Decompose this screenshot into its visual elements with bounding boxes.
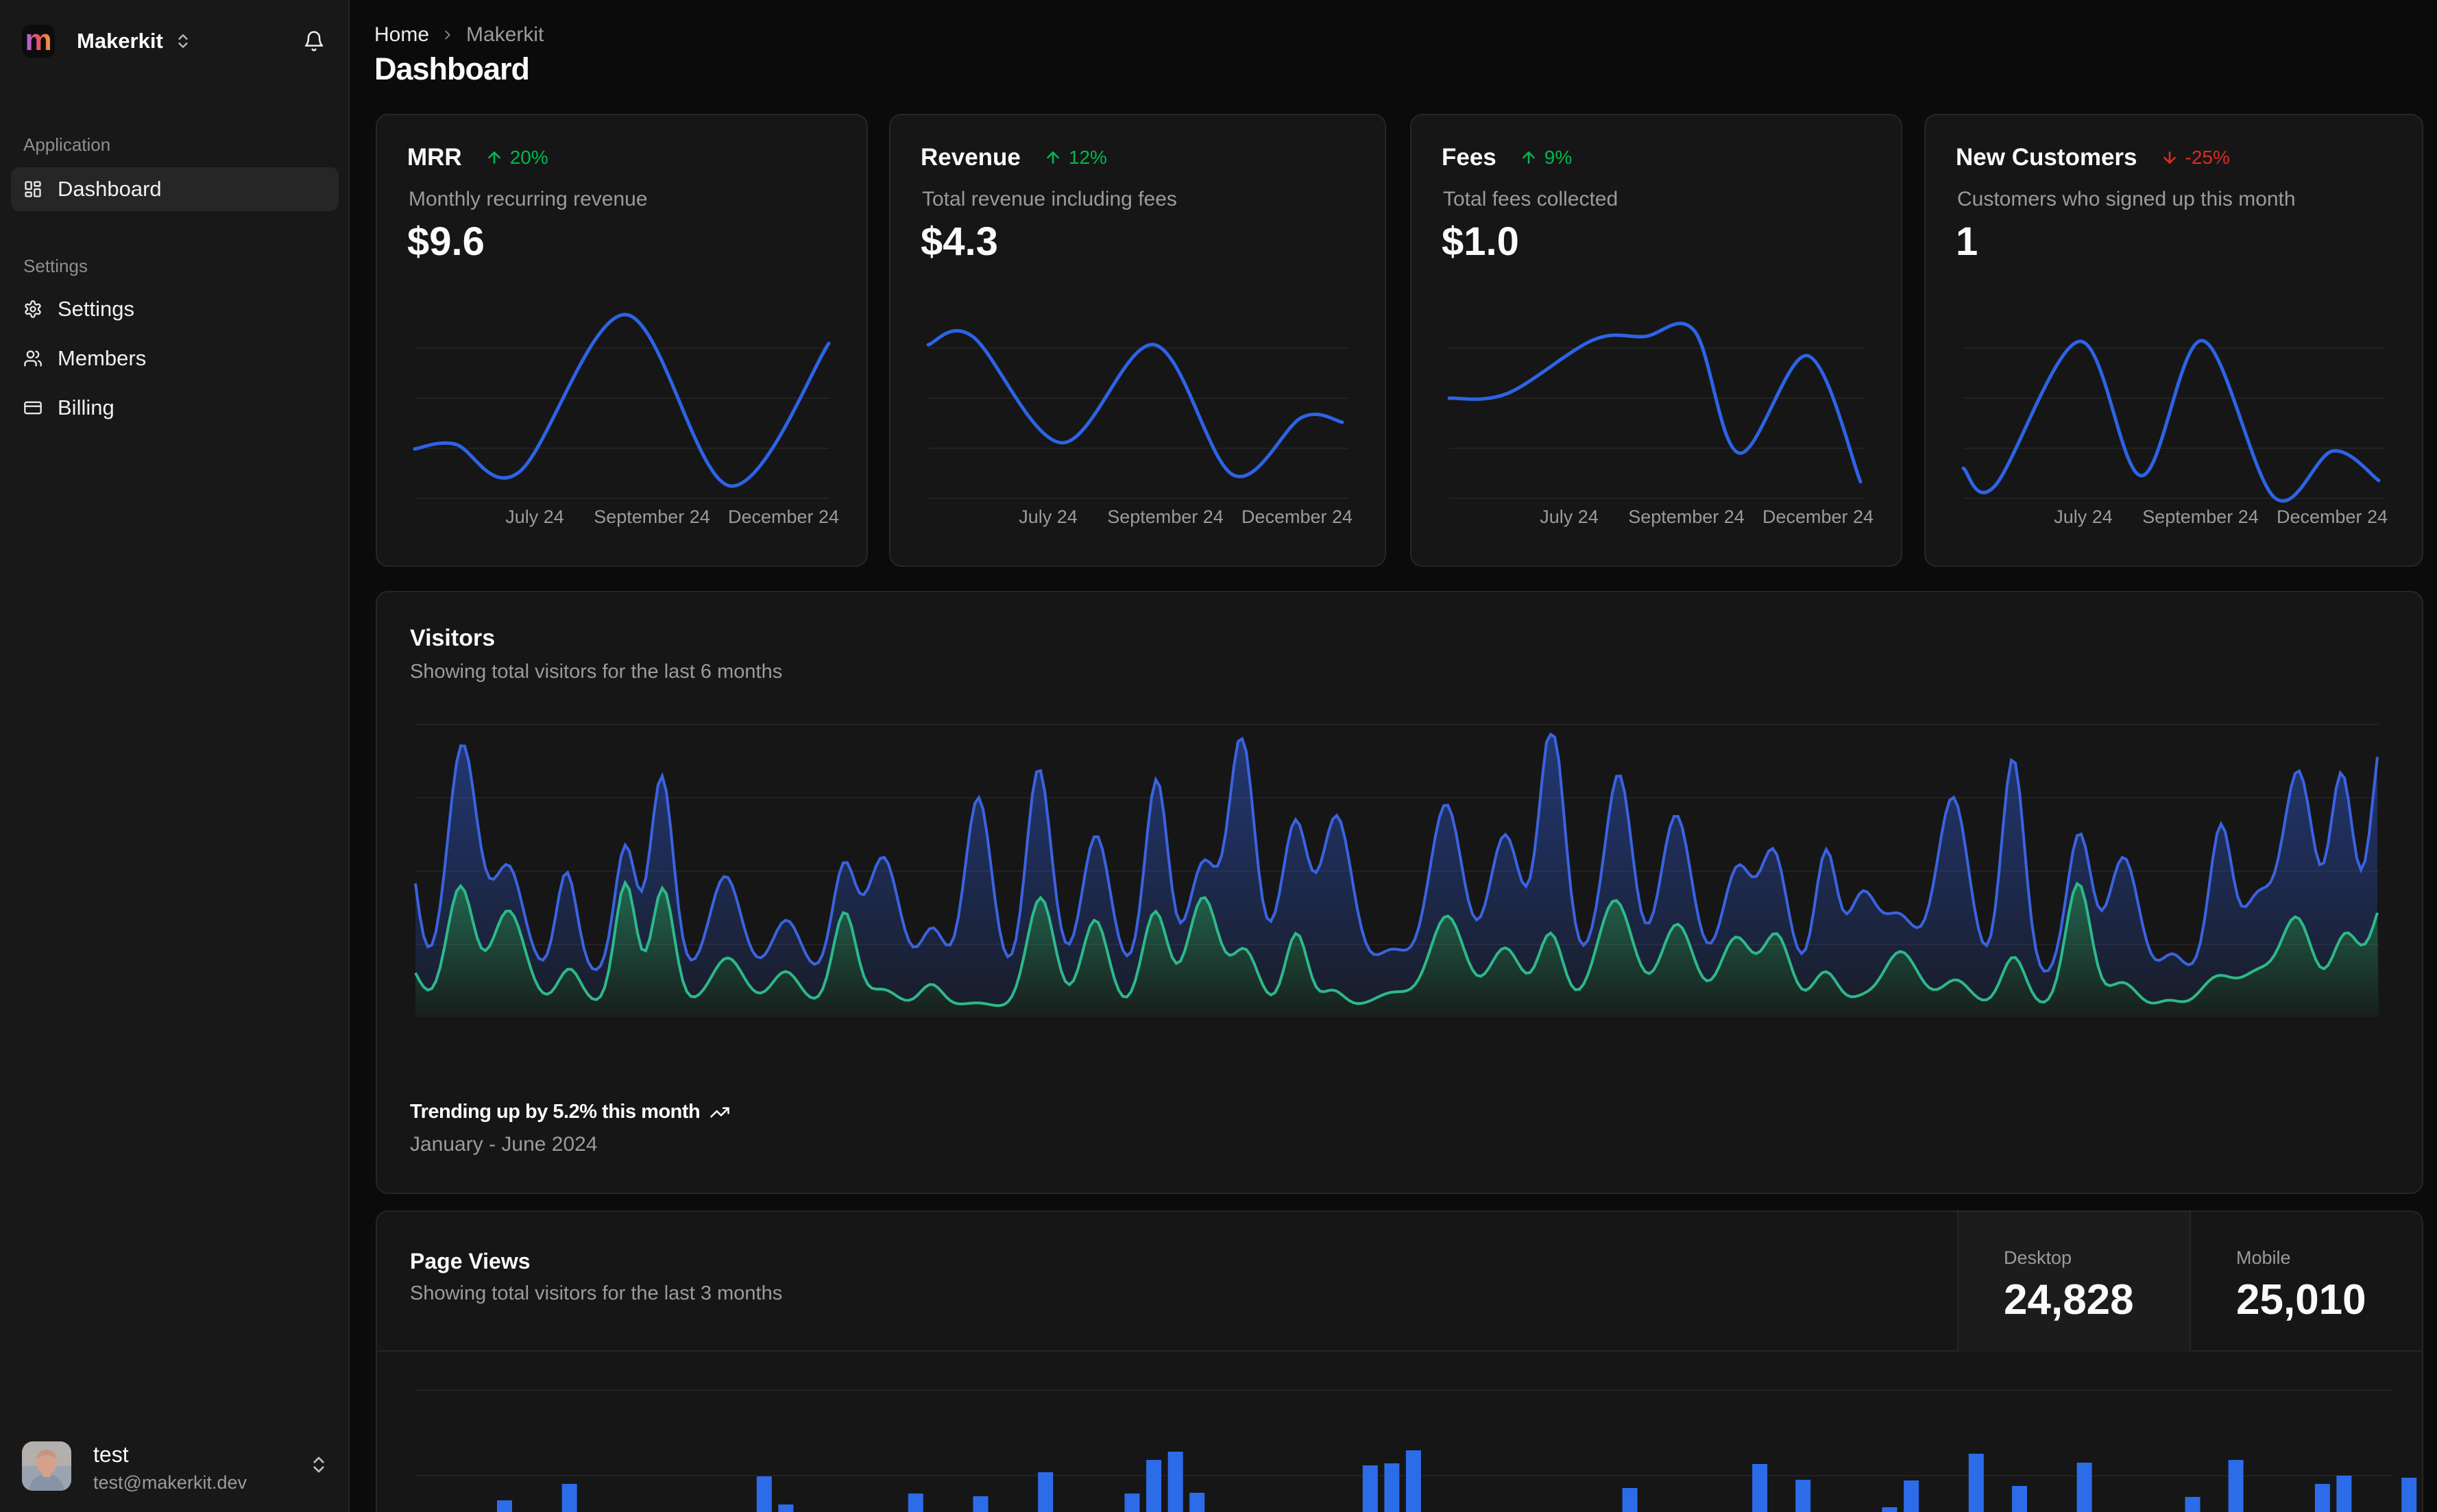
- svg-text:December 24: December 24: [1762, 507, 1874, 527]
- svg-text:July 24: July 24: [2054, 507, 2113, 527]
- svg-text:December 24: December 24: [2277, 507, 2388, 527]
- svg-text:December 24: December 24: [728, 507, 839, 527]
- svg-text:July 24: July 24: [1019, 507, 1078, 527]
- svg-text:September 24: September 24: [2142, 507, 2259, 527]
- svg-text:September 24: September 24: [1107, 507, 1224, 527]
- svg-text:September 24: September 24: [1628, 507, 1745, 527]
- svg-text:m: m: [25, 25, 51, 57]
- svg-text:December 24: December 24: [1241, 507, 1353, 527]
- svg-text:September 24: September 24: [594, 507, 710, 527]
- svg-text:July 24: July 24: [1540, 507, 1599, 527]
- svg-text:July 24: July 24: [505, 507, 564, 527]
